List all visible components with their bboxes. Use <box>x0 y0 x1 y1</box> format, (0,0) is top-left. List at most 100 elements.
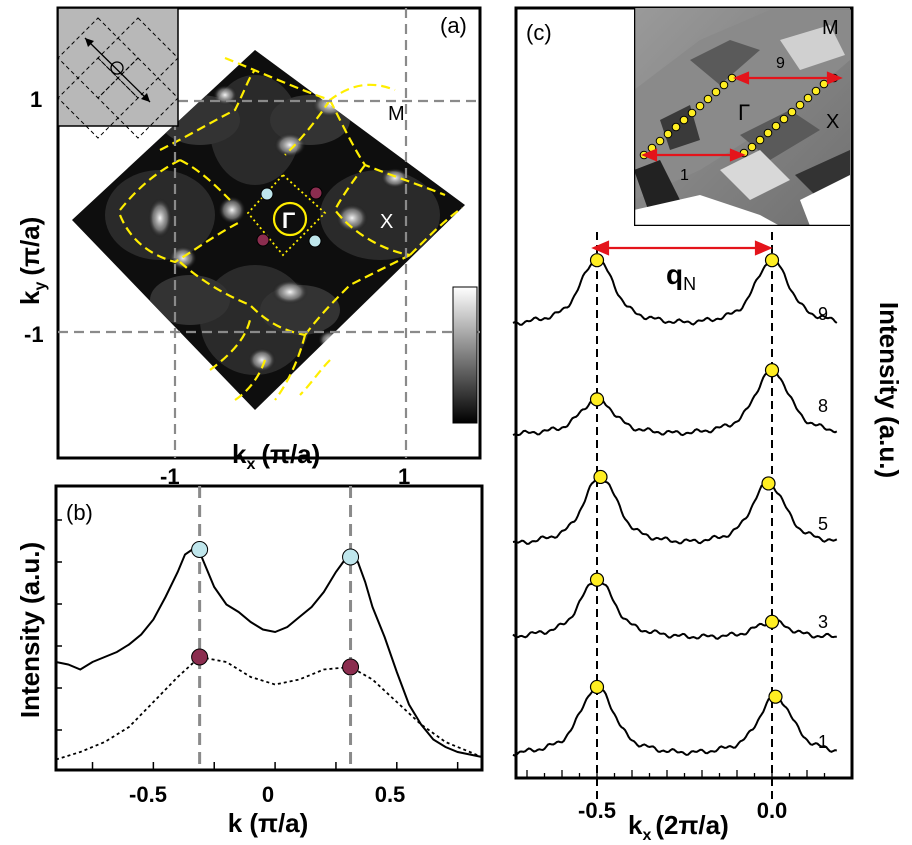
c-series-label-9: 9 <box>818 304 828 324</box>
c-series-line-9 <box>512 257 838 326</box>
c-series-line-3 <box>512 579 837 640</box>
ylabel-unit: (π/a) <box>15 217 45 276</box>
marker-blue-upper-left <box>260 187 274 201</box>
marker-blue-lower-right <box>308 234 322 248</box>
svg-text:kx(π/a): kx (π/a) <box>232 439 320 473</box>
inset-m-label: M <box>822 17 839 39</box>
b-marker-red <box>191 648 209 666</box>
gamma-circle <box>272 201 308 237</box>
panel-b: (b) -0.5 0 0.5 k (π/a) Intensity (a.u.) <box>15 484 484 838</box>
c-peak-marker <box>589 253 605 268</box>
b-marker-red <box>342 658 360 676</box>
ylabel-sub: y <box>32 282 49 291</box>
panel-c-ylabel: Intensity (a.u.) <box>874 302 904 478</box>
reference-lines <box>58 8 480 458</box>
panel-b-xtick-0: 0 <box>262 782 274 807</box>
panel-b-xtick-neg05: -0.5 <box>129 782 167 807</box>
inset-dot <box>655 136 665 146</box>
panel-c-guides <box>596 232 773 800</box>
c-peak-marker <box>589 572 605 587</box>
panel-b-lines <box>55 548 483 761</box>
panel-a-xlabel: kx (π/a) <box>232 439 320 473</box>
inset-dot <box>671 122 681 132</box>
c-peak-marker <box>761 476 776 491</box>
marker-red-upper-right <box>309 186 323 200</box>
inset-dot <box>663 129 673 139</box>
inset-dot <box>787 107 797 117</box>
panel-b-ylabel: Intensity (a.u.) <box>15 542 45 718</box>
panel-c-xlabel: kx (2π/a) <box>628 810 729 844</box>
inset-dot <box>687 108 697 118</box>
panel-b-xtick-05: 0.5 <box>375 782 406 807</box>
panel-c-lines <box>512 257 838 757</box>
bz-inset <box>58 8 179 139</box>
panel-a: (a) Γ X M 1 -1 -1 1 kx (π/a) k y (π/a) <box>15 6 482 489</box>
xlabel-base: k <box>232 439 247 469</box>
c-series-line-8 <box>512 366 838 437</box>
b-marker-blue <box>342 548 360 566</box>
c-peak-marker <box>764 253 780 268</box>
xlabel-unit: (π/a) <box>261 439 320 469</box>
c-series-label-1: 1 <box>818 732 828 752</box>
panel-c-inset <box>634 8 850 226</box>
gamma-label: Γ <box>282 208 295 233</box>
inner-square-contour <box>246 173 327 257</box>
c-series-label-5: 5 <box>818 514 828 534</box>
inset-dot <box>747 142 757 152</box>
c-xlabel-base: k <box>628 810 643 840</box>
fermi-contours <box>118 56 463 401</box>
inset-arrows <box>641 71 843 162</box>
m-point-label: M <box>388 103 405 125</box>
panel-b-guides <box>198 486 353 770</box>
inset-x-label: X <box>826 111 839 133</box>
xlabel-sub: x <box>246 456 255 473</box>
b-series-solid <box>55 548 483 758</box>
ytick-1: 1 <box>30 87 42 112</box>
inset-dot <box>779 114 789 124</box>
c-series-label-3: 3 <box>818 612 828 632</box>
inset-dot <box>819 79 829 89</box>
b-marker-blue <box>191 541 209 558</box>
inset-dot <box>771 121 781 131</box>
inset-dot <box>703 94 713 104</box>
inset-dot <box>679 115 689 125</box>
qn-label: qN <box>666 259 696 294</box>
panel-c: (c) M Γ X 9 1 <box>512 6 904 844</box>
c-peak-marker <box>593 469 608 485</box>
c-peak-marker <box>764 363 780 378</box>
c-xlabel-unit: (2π/a) <box>655 810 728 840</box>
x-point-label: X <box>380 211 393 233</box>
inset-cut-1-label: 1 <box>680 167 689 184</box>
panel-c-ticks <box>526 770 826 778</box>
panel-a-label: (a) <box>440 13 467 38</box>
panel-b-frame <box>54 484 484 772</box>
panel-c-xtick-00: 0.0 <box>757 798 788 823</box>
xtick-neg1: -1 <box>160 464 180 489</box>
c-peak-marker <box>589 392 605 407</box>
panel-c-xtick-neg05: -0.5 <box>578 798 616 823</box>
qn-base: q <box>666 259 683 290</box>
panel-a-ylabel: ky (π/a) <box>15 217 49 305</box>
c-series-line-1 <box>512 683 837 757</box>
panel-b-ticks <box>56 519 459 770</box>
inset-dot <box>795 100 805 110</box>
panel-c-series-labels: 9 8 5 3 1 <box>818 304 828 752</box>
xtick-1: 1 <box>398 464 410 489</box>
inset-dot <box>755 135 765 145</box>
c-peak-marker <box>589 679 605 695</box>
c-series-line-5 <box>512 475 838 545</box>
c-peak-marker <box>768 689 783 704</box>
marker-red-lower-left <box>256 233 270 247</box>
panel-b-xlabel: k (π/a) <box>228 808 309 838</box>
panel-c-label: (c) <box>526 20 552 45</box>
inset-dot <box>719 80 729 90</box>
inset-dot <box>695 101 705 111</box>
inset-gamma-label: Γ <box>738 100 750 125</box>
b-series-dotted <box>55 656 483 761</box>
qn-arrow <box>591 240 773 256</box>
qn-sub: N <box>683 274 696 294</box>
ytick-neg1: -1 <box>24 322 44 347</box>
c-xlabel-sub: x <box>642 827 651 844</box>
svg-text:ky(π/a): ky (π/a) <box>15 217 49 305</box>
